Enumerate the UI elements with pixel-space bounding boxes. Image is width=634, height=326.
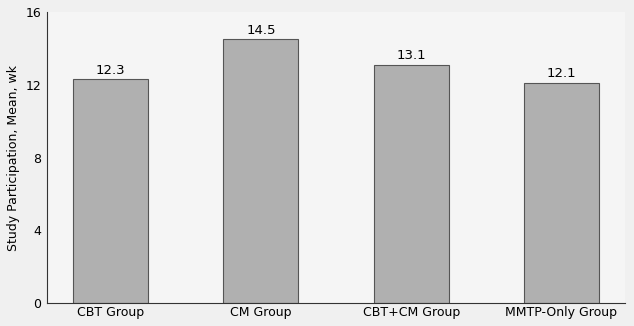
Text: 12.3: 12.3: [96, 64, 126, 77]
Bar: [73, 79, 148, 303]
Bar: [223, 39, 299, 303]
Text: 12.1: 12.1: [547, 67, 576, 80]
Text: 14.5: 14.5: [246, 23, 276, 37]
Bar: [524, 83, 599, 303]
Y-axis label: Study Participation, Mean, wk: Study Participation, Mean, wk: [7, 65, 20, 251]
Bar: [373, 65, 449, 303]
Text: 13.1: 13.1: [396, 49, 426, 62]
